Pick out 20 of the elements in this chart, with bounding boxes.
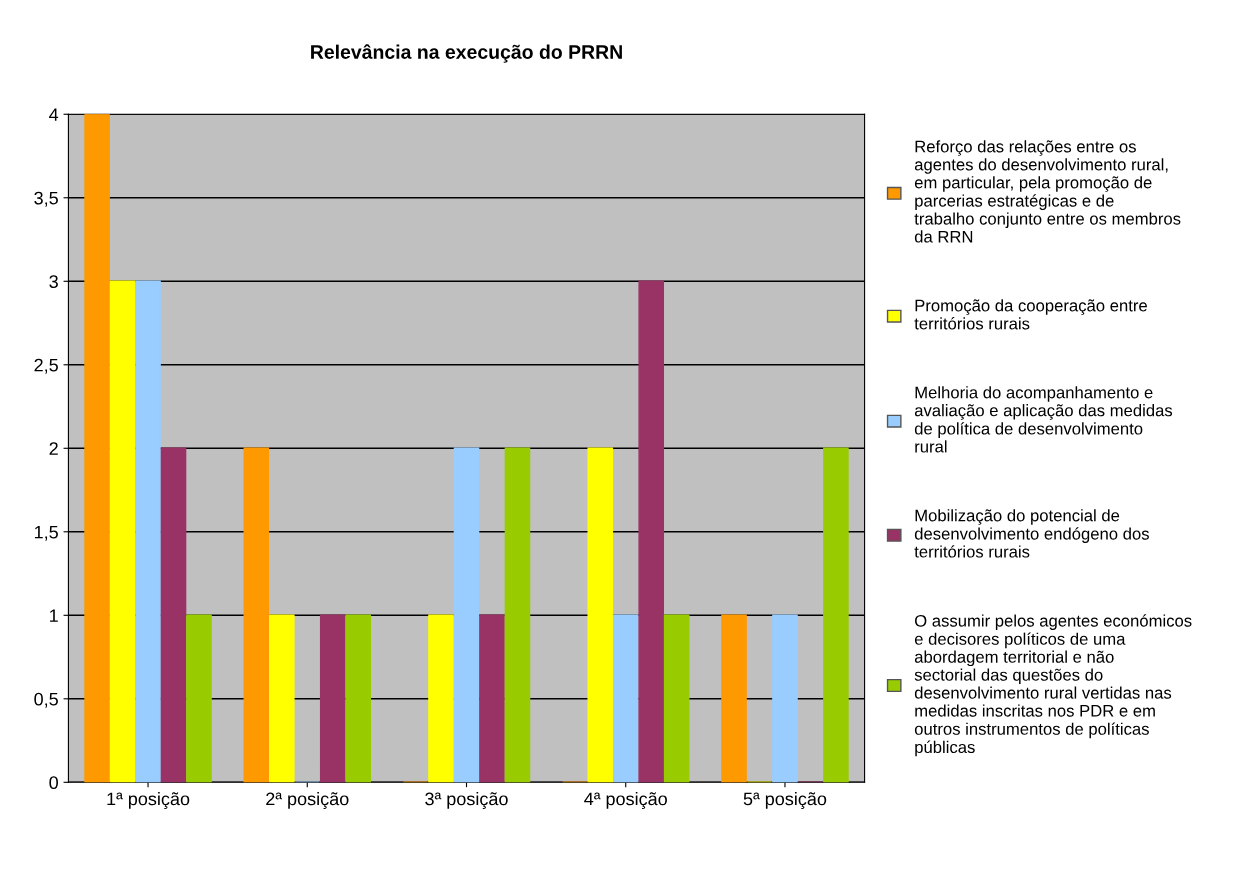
y-tick-label: 1,5 — [34, 525, 58, 541]
x-tick-label: 5ª posição — [743, 792, 827, 809]
y-tick-label: 0 — [49, 776, 58, 790]
y-tick-label: 2,5 — [34, 358, 58, 374]
x-tick-label: 4ª posição — [584, 792, 667, 809]
y-tick-label: 4 — [49, 108, 59, 121]
legend-label: Mobilização do potencial de desenvolvimento endógeno dos territórios rurais — [914, 509, 1149, 558]
y-tick-label: 3 — [49, 275, 58, 288]
chart-title: Relevância na execução do PRRN — [311, 44, 622, 63]
legend-label: Reforço das relações entre os agentes do desenvolvimento rural, em particular, pela promoção de parcerias estratégicas e de trabalho conjunto entre os membros da RRN — [914, 140, 1181, 243]
legend-label: Melhoria do acompanhamento e avaliação e aplicação das medidas de política de desenvolvimento rural — [914, 386, 1173, 453]
y-tick-label: 0,5 — [34, 692, 58, 708]
x-tick-label: 1ª posição — [107, 792, 190, 809]
y-tick-label: 3,5 — [34, 191, 58, 207]
legend-label: Promoção da cooperação entre territórios rurais — [914, 299, 1147, 330]
x-tick-label: 2ª posição — [266, 792, 349, 809]
legend-label: O assumir pelos agentes económicos e decisores políticos de uma abordagem territorial e não sectorial das questões do desenvolvimento rural vertidas nas medidas inscritas nos PDR e em outros instrumentos de políticas públicas — [914, 614, 1192, 757]
y-tick-label: 2 — [49, 442, 58, 455]
y-tick-label: 1 — [50, 609, 58, 622]
x-tick-label: 3ª posição — [425, 792, 508, 809]
